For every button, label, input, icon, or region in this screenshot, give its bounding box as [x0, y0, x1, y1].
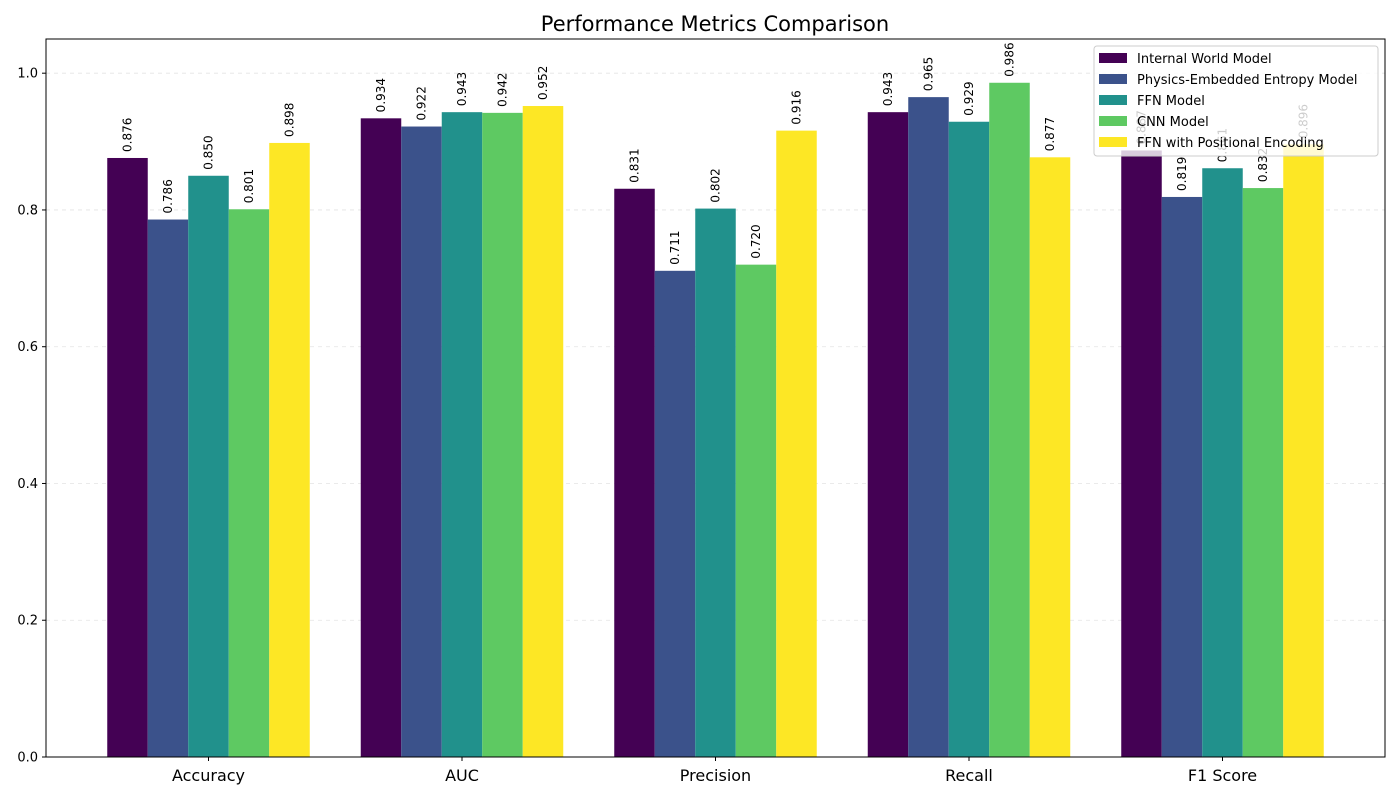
legend-label: Internal World Model — [1137, 52, 1272, 67]
bar — [269, 142, 310, 758]
x-tick-label: Recall — [945, 766, 993, 785]
legend-swatch — [1099, 137, 1127, 147]
bar — [360, 118, 402, 758]
legend-swatch — [1099, 53, 1127, 63]
bar-data-label: 0.720 — [749, 224, 763, 258]
bar-data-label: 0.786 — [161, 179, 175, 213]
bar-data-label: 0.801 — [242, 169, 256, 203]
y-tick-label: 0.2 — [17, 614, 38, 629]
y-tick-label: 0.8 — [17, 203, 38, 218]
axes: 0.0 0.2 0.4 0.6 0.8 1.0 Accuracy AUC Precision Re… — [17, 67, 1257, 785]
y-tick-label: 0.0 — [17, 751, 38, 766]
bar-data-label: 0.831 — [628, 148, 642, 182]
bar — [776, 130, 817, 757]
bar-data-label: 0.986 — [1003, 42, 1017, 76]
x-tick-label: Precision — [680, 766, 751, 785]
bar — [867, 112, 909, 758]
legend-label: Physics-Embedded Entropy Model — [1137, 73, 1357, 88]
legend-box — [1093, 45, 1379, 157]
bar — [482, 112, 523, 757]
bar — [441, 112, 483, 758]
x-tick-label: Accuracy — [172, 766, 245, 785]
bar — [401, 126, 442, 758]
y-tick-label: 1.0 — [17, 67, 38, 82]
bar-data-label: 0.965 — [922, 57, 936, 91]
bar — [614, 188, 655, 758]
bar — [735, 264, 777, 757]
legend-swatch — [1099, 95, 1127, 105]
bar — [1029, 157, 1071, 757]
chart-title: Performance Metrics Comparison — [541, 12, 889, 36]
bar-data-label: 0.952 — [536, 66, 550, 100]
bars — [107, 82, 1324, 758]
bar-data-label: 0.802 — [709, 168, 723, 202]
x-tick-label: AUC — [445, 766, 479, 785]
y-tick-label: 0.4 — [17, 477, 38, 492]
bar-data-label: 0.850 — [202, 135, 216, 169]
bar — [147, 219, 189, 758]
bar — [1121, 150, 1162, 758]
legend-swatch — [1099, 74, 1127, 84]
bar — [908, 97, 949, 758]
data-labels: 0.876 0.786 0.850 0.801 0.898 0.934 0.922 0.943… — [121, 42, 1311, 264]
bar — [948, 121, 990, 757]
bar-data-label: 0.877 — [1043, 117, 1057, 151]
bar-data-label: 0.942 — [496, 72, 510, 106]
bar-data-label: 0.943 — [455, 72, 469, 106]
bar — [695, 208, 736, 757]
legend-label: FFN Model — [1137, 94, 1205, 109]
bar — [1202, 168, 1243, 758]
bar — [522, 106, 564, 758]
legend-label: FFN with Positional Encoding — [1137, 136, 1324, 151]
bar-data-label: 0.943 — [881, 72, 895, 106]
legend-swatch — [1099, 116, 1127, 126]
bar — [654, 270, 696, 757]
bar-data-label: 0.898 — [283, 103, 297, 137]
bar-data-label: 0.922 — [415, 86, 429, 120]
bar-data-label: 0.934 — [374, 78, 388, 112]
bar — [1242, 188, 1284, 757]
x-tick-label: F1 Score — [1188, 766, 1257, 785]
bar — [1283, 144, 1324, 758]
bar-data-label: 0.876 — [121, 118, 135, 152]
y-tick-label: 0.6 — [17, 340, 38, 355]
bar — [1161, 196, 1203, 757]
bar-data-label: 0.819 — [1175, 157, 1189, 191]
legend-label: CNN Model — [1137, 115, 1209, 130]
legend: Internal World Model Physics-Embedded Ent… — [1093, 45, 1379, 157]
bar — [228, 209, 270, 758]
bar — [107, 157, 148, 758]
bar-data-label: 0.929 — [962, 81, 976, 115]
bar — [188, 175, 229, 757]
bar — [989, 82, 1030, 758]
bar-data-label: 0.711 — [668, 230, 682, 264]
bar-data-label: 0.916 — [790, 90, 804, 124]
